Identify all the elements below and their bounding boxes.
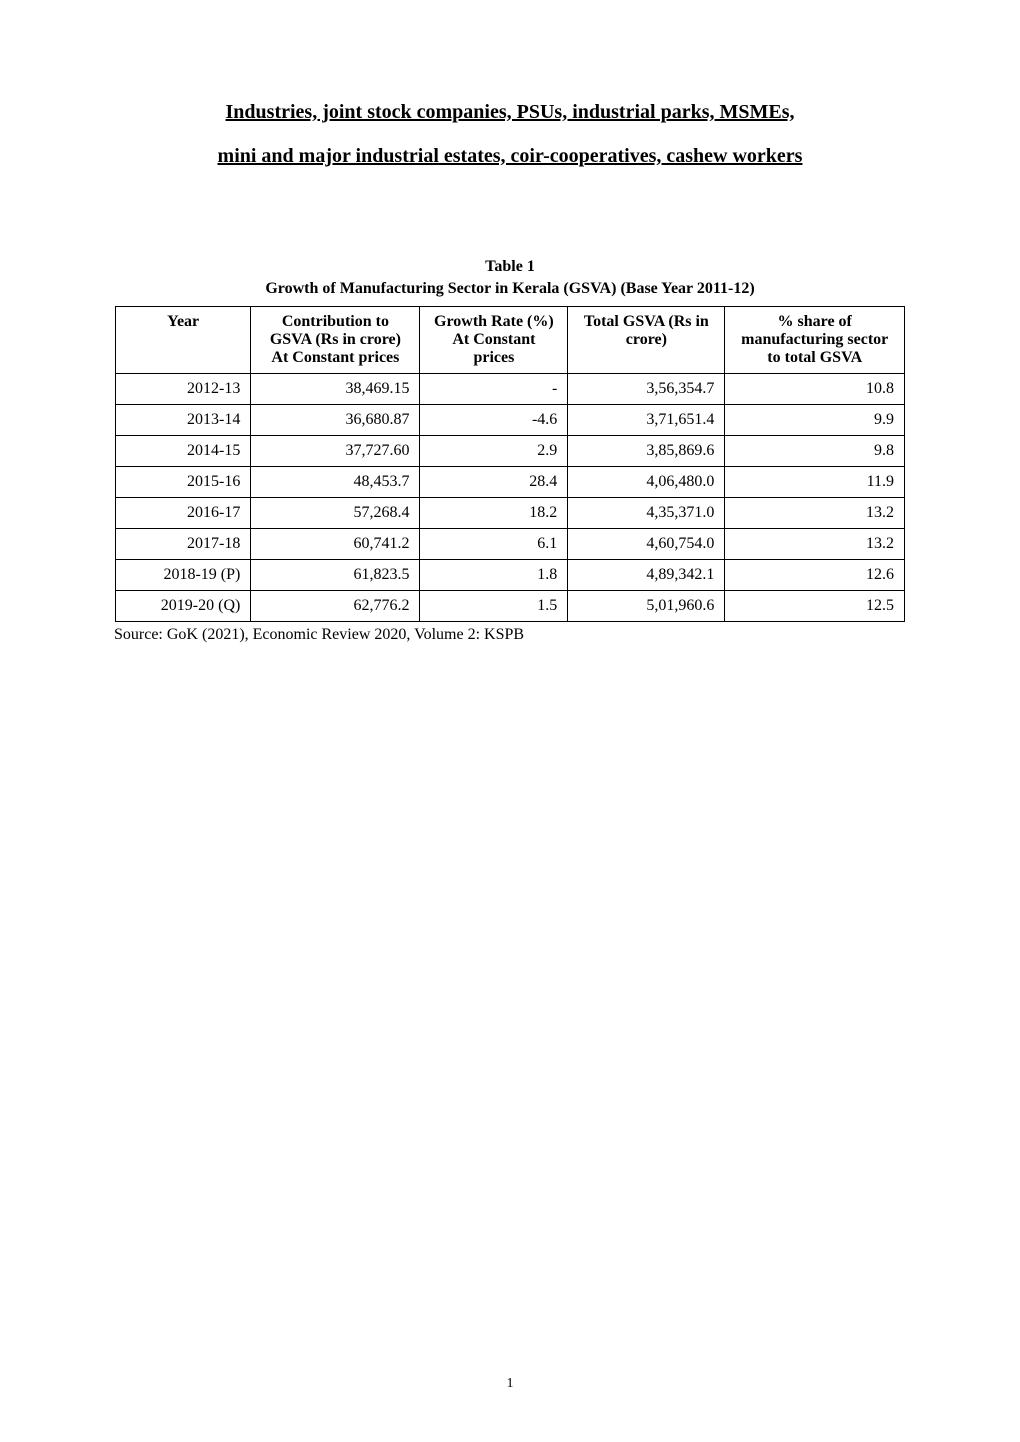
title-line-2: mini and major industrial estates, coir-… — [218, 145, 803, 167]
cell-contribution: 61,823.5 — [251, 560, 420, 591]
cell-growth-rate: 28.4 — [420, 467, 568, 498]
cell-total-gsva: 4,89,342.1 — [568, 560, 725, 591]
cell-growth-rate: - — [420, 374, 568, 405]
cell-contribution: 60,741.2 — [251, 529, 420, 560]
manufacturing-growth-table: Year Contribution to GSVA (Rs in crore) … — [115, 306, 905, 622]
col-header-growth-rate: Growth Rate (%) At Constant prices — [420, 307, 568, 374]
cell-share: 11.9 — [725, 467, 905, 498]
cell-growth-rate: 18.2 — [420, 498, 568, 529]
cell-total-gsva: 4,60,754.0 — [568, 529, 725, 560]
cell-growth-rate: 1.5 — [420, 591, 568, 622]
cell-growth-rate: 6.1 — [420, 529, 568, 560]
cell-growth-rate: 1.8 — [420, 560, 568, 591]
cell-contribution: 37,727.60 — [251, 436, 420, 467]
cell-year: 2016-17 — [116, 498, 251, 529]
cell-year: 2018-19 (P) — [116, 560, 251, 591]
table-row: 2015-16 48,453.7 28.4 4,06,480.0 11.9 — [116, 467, 905, 498]
cell-year: 2019-20 (Q) — [116, 591, 251, 622]
cell-total-gsva: 3,71,651.4 — [568, 405, 725, 436]
table-row: 2014-15 37,727.60 2.9 3,85,869.6 9.8 — [116, 436, 905, 467]
table-row: 2018-19 (P) 61,823.5 1.8 4,89,342.1 12.6 — [116, 560, 905, 591]
cell-year: 2014-15 — [116, 436, 251, 467]
cell-share: 10.8 — [725, 374, 905, 405]
table-number: Table 1 — [90, 258, 930, 276]
title-line-1: Industries, joint stock companies, PSUs,… — [226, 101, 795, 123]
cell-total-gsva: 4,06,480.0 — [568, 467, 725, 498]
table-header-row: Year Contribution to GSVA (Rs in crore) … — [116, 307, 905, 374]
cell-contribution: 62,776.2 — [251, 591, 420, 622]
cell-share: 13.2 — [725, 498, 905, 529]
cell-share: 12.5 — [725, 591, 905, 622]
col-header-share: % share of manufacturing sector to total… — [725, 307, 905, 374]
cell-year: 2012-13 — [116, 374, 251, 405]
cell-share: 12.6 — [725, 560, 905, 591]
cell-contribution: 36,680.87 — [251, 405, 420, 436]
col-header-total-gsva: Total GSVA (Rs in crore) — [568, 307, 725, 374]
table-row: 2019-20 (Q) 62,776.2 1.5 5,01,960.6 12.5 — [116, 591, 905, 622]
cell-year: 2013-14 — [116, 405, 251, 436]
cell-contribution: 57,268.4 — [251, 498, 420, 529]
cell-share: 9.9 — [725, 405, 905, 436]
cell-total-gsva: 4,35,371.0 — [568, 498, 725, 529]
cell-contribution: 38,469.15 — [251, 374, 420, 405]
cell-total-gsva: 5,01,960.6 — [568, 591, 725, 622]
cell-share: 13.2 — [725, 529, 905, 560]
cell-contribution: 48,453.7 — [251, 467, 420, 498]
table-row: 2012-13 38,469.15 - 3,56,354.7 10.8 — [116, 374, 905, 405]
cell-year: 2017-18 — [116, 529, 251, 560]
page-title: Industries, joint stock companies, PSUs,… — [90, 90, 930, 178]
table-row: 2017-18 60,741.2 6.1 4,60,754.0 13.2 — [116, 529, 905, 560]
cell-share: 9.8 — [725, 436, 905, 467]
cell-growth-rate: -4.6 — [420, 405, 568, 436]
table-row: 2016-17 57,268.4 18.2 4,35,371.0 13.2 — [116, 498, 905, 529]
col-header-contribution: Contribution to GSVA (Rs in crore) At Co… — [251, 307, 420, 374]
table-subtitle: Growth of Manufacturing Sector in Kerala… — [90, 280, 930, 298]
cell-total-gsva: 3,85,869.6 — [568, 436, 725, 467]
source-note: Source: GoK (2021), Economic Review 2020… — [114, 626, 930, 644]
page-number: 1 — [0, 1376, 1020, 1392]
table-row: 2013-14 36,680.87 -4.6 3,71,651.4 9.9 — [116, 405, 905, 436]
cell-growth-rate: 2.9 — [420, 436, 568, 467]
cell-year: 2015-16 — [116, 467, 251, 498]
cell-total-gsva: 3,56,354.7 — [568, 374, 725, 405]
col-header-year: Year — [116, 307, 251, 374]
